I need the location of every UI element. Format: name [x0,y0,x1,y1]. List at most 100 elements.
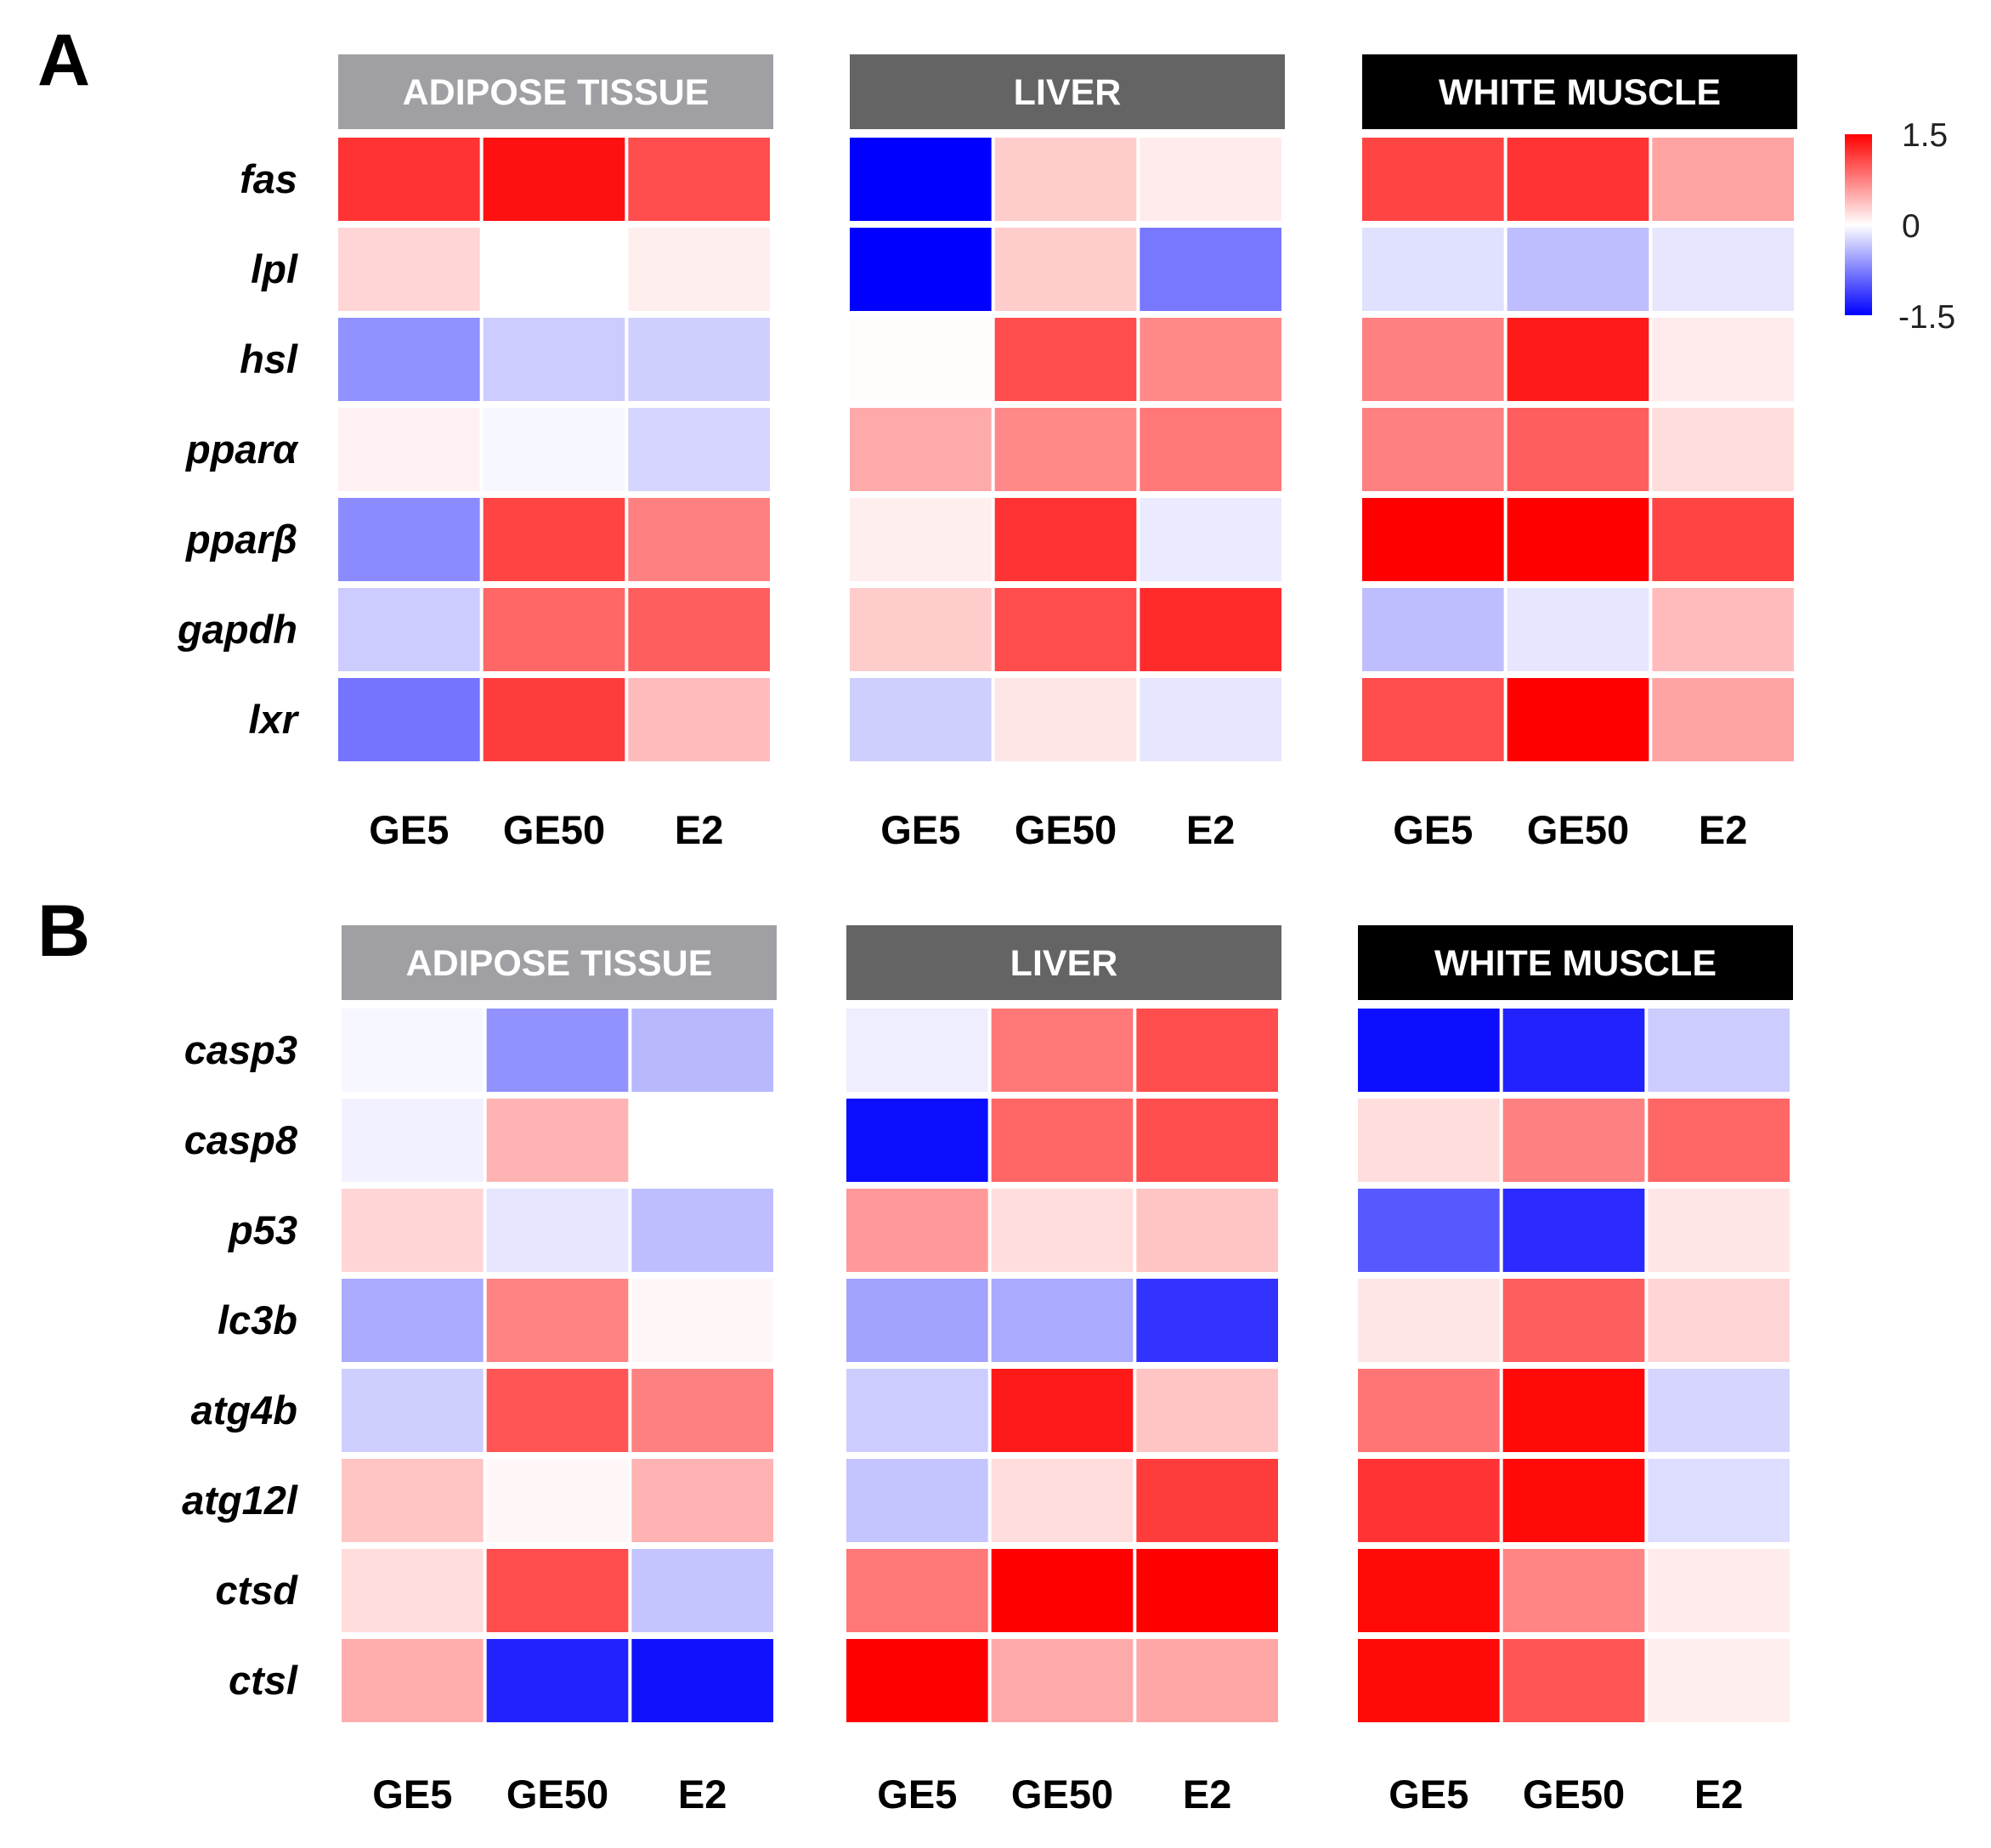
heatmap-cell-white-muscle-gapdh-GE50 [1507,588,1649,671]
heatmap-cell-adipose-tissue-hsl-GE5 [338,318,480,401]
heatmap-cell-adipose-tissue-casp8-E2 [631,1099,773,1182]
heatmap-cell-adipose-tissue-gapdh-GE50 [483,588,625,671]
heatmap-cell-adipose-tissue-fas-GE50 [483,138,625,221]
heatmap-cell-adipose-tissue-hsl-E2 [628,318,770,401]
heatmap-cell-white-muscle-p53-GE5 [1358,1189,1500,1272]
legend-min-label: -1.5 [1898,299,1955,336]
tissue-title-liver: LIVER [1010,943,1118,984]
heatmap-cell-liver-atg12l-GE5 [846,1459,988,1542]
heatmap-cell-liver-lxr-GE50 [994,678,1137,761]
heatmap-cell-adipose-tissue-ctsl-GE5 [342,1639,484,1722]
heatmap-cell-white-muscle-pparβ-GE50 [1507,498,1649,581]
panel-letter-a: A [37,20,90,101]
heatmap-cell-white-muscle-atg4b-E2 [1648,1369,1790,1452]
condition-label-adipose-tissue-E2: E2 [678,1772,727,1817]
heatmap-cell-adipose-tissue-casp8-GE5 [342,1099,484,1182]
heatmap-cell-white-muscle-lxr-E2 [1652,678,1794,761]
heatmap-cell-white-muscle-hsl-GE5 [1362,318,1504,401]
heatmap-cell-adipose-tissue-pparα-GE50 [483,408,625,491]
heatmap-cell-adipose-tissue-lc3b-GE50 [486,1279,629,1362]
heatmap-cell-liver-lc3b-GE5 [846,1279,988,1362]
heatmap-cell-adipose-tissue-hsl-GE50 [483,318,625,401]
heatmap-cell-white-muscle-hsl-GE50 [1507,318,1649,401]
heatmap-cell-liver-pparα-GE5 [850,408,992,491]
heatmap-cell-adipose-tissue-fas-GE5 [338,138,480,221]
condition-label-adipose-tissue-E2: E2 [675,807,724,852]
heatmap-cell-white-muscle-pparα-GE50 [1507,408,1649,491]
heatmap-cell-adipose-tissue-ctsl-GE50 [486,1639,629,1722]
heatmap-cell-adipose-tissue-lc3b-GE5 [342,1279,484,1362]
gene-label-lc3b: lc3b [218,1297,297,1342]
heatmap-cell-adipose-tissue-lxr-GE50 [483,678,625,761]
heatmap-cell-white-muscle-ctsl-GE5 [1358,1639,1500,1722]
panel-a-heatmap: fas lpl hsl pparα pparβ gapdh lxr ADIPOSE TISSU… [177,54,1797,852]
panel-letter-b: B [37,890,90,972]
tissue-title-liver: LIVER [1014,72,1122,113]
condition-label-liver-E2: E2 [1183,1772,1232,1817]
heatmap-cell-white-muscle-casp8-E2 [1648,1099,1790,1182]
heatmap-cell-liver-lpl-GE5 [850,228,992,311]
heatmap-cell-liver-fas-GE5 [850,138,992,221]
condition-label-liver-GE5: GE5 [880,807,960,852]
heatmap-cell-white-muscle-atg4b-GE5 [1358,1369,1500,1452]
heatmap-cell-white-muscle-pparα-E2 [1652,408,1794,491]
heatmap-cell-liver-atg12l-E2 [1136,1459,1278,1542]
heatmap-cell-white-muscle-pparα-GE5 [1362,408,1504,491]
heatmap-cell-white-muscle-lpl-GE5 [1362,228,1504,311]
tissue-title-bar-white-muscle [1358,925,1793,1000]
heatmap-cell-white-muscle-atg12l-E2 [1648,1459,1790,1542]
tissue-title-adipose-tissue: ADIPOSE TISSUE [403,72,710,113]
heatmap-cell-liver-fas-E2 [1140,138,1281,221]
heatmap-cell-white-muscle-atg12l-GE5 [1358,1459,1500,1542]
heatmap-cell-adipose-tissue-lxr-GE5 [338,678,480,761]
heatmap-cell-adipose-tissue-ctsd-GE50 [486,1549,629,1632]
heatmap-cell-liver-casp3-E2 [1136,1009,1278,1092]
heatmap-cell-adipose-tissue-lc3b-E2 [631,1279,773,1362]
heatmap-cell-adipose-tissue-atg4b-E2 [631,1369,773,1452]
heatmap-cell-liver-hsl-GE5 [850,318,992,401]
tissue-title-bar-white-muscle [1362,54,1797,129]
heatmap-cell-white-muscle-casp3-GE5 [1358,1009,1500,1092]
heatmap-cell-white-muscle-gapdh-E2 [1652,588,1794,671]
heatmap-cell-liver-lpl-GE50 [994,228,1137,311]
heatmap-cell-adipose-tissue-atg4b-GE50 [486,1369,629,1452]
heatmap-cell-white-muscle-ctsd-GE50 [1502,1549,1645,1632]
tissue-title-bar-adipose-tissue [342,925,777,1000]
heatmap-cell-white-muscle-atg4b-GE50 [1502,1369,1645,1452]
gene-label-atg12l: atg12l [182,1478,298,1523]
gene-label-gapdh: gapdh [177,607,297,652]
tissue-title-bar-adipose-tissue [338,54,773,129]
heatmap-cell-white-muscle-hsl-E2 [1652,318,1794,401]
heatmap-cell-liver-lxr-GE5 [850,678,992,761]
condition-label-white-muscle-E2: E2 [1694,1772,1744,1817]
heatmap-cell-adipose-tissue-fas-E2 [628,138,770,221]
gene-label-casp8: casp8 [184,1117,298,1162]
heatmap-cell-liver-fas-GE50 [994,138,1137,221]
heatmap-cell-adipose-tissue-lpl-E2 [628,228,770,311]
heatmap-cell-white-muscle-ctsd-GE5 [1358,1549,1500,1632]
condition-label-adipose-tissue-GE5: GE5 [369,807,449,852]
heatmap-cell-liver-ctsd-GE5 [846,1549,988,1632]
condition-label-adipose-tissue-GE5: GE5 [372,1772,452,1817]
gene-label-atg4b: atg4b [191,1387,297,1433]
heatmap-cell-liver-p53-GE5 [846,1189,988,1272]
heatmap-cell-liver-atg4b-GE5 [846,1369,988,1452]
condition-label-white-muscle-GE50: GE50 [1523,1772,1625,1817]
heatmap-cell-liver-ctsd-GE50 [991,1549,1134,1632]
tissue-title-adipose-tissue: ADIPOSE TISSUE [406,943,713,984]
heatmap-cell-liver-pparβ-GE50 [994,498,1137,581]
heatmap-cell-liver-pparβ-GE5 [850,498,992,581]
heatmap-cell-liver-gapdh-GE5 [850,588,992,671]
gene-label-pparα: pparα [184,427,299,472]
condition-label-liver-GE50: GE50 [1011,1772,1113,1817]
heatmap-cell-adipose-tissue-ctsl-E2 [631,1639,773,1722]
heatmap-cell-adipose-tissue-casp3-E2 [631,1009,773,1092]
heatmap-cell-liver-atg12l-GE50 [991,1459,1134,1542]
heatmap-cell-liver-casp8-GE50 [991,1099,1134,1182]
heatmap-cell-adipose-tissue-lpl-GE50 [483,228,625,311]
heatmap-cell-adipose-tissue-pparβ-E2 [628,498,770,581]
heatmap-cell-liver-lxr-E2 [1140,678,1281,761]
heatmap-cell-liver-atg4b-GE50 [991,1369,1134,1452]
gene-label-ctsl: ctsl [229,1658,298,1703]
heatmap-cell-liver-lc3b-E2 [1136,1279,1278,1362]
